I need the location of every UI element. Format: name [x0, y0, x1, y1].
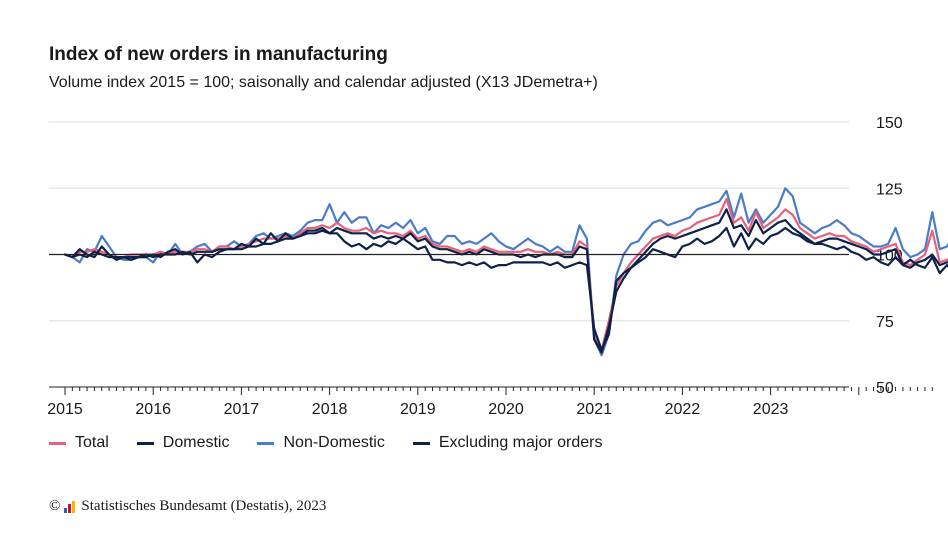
series-lines	[63, 187, 948, 357]
source-text: Statistisches Bundesamt (Destatis), 2023	[81, 498, 327, 514]
legend-swatch-total	[49, 441, 66, 445]
legend: Total Domestic Non-Domestic Excluding ma…	[49, 434, 630, 452]
x-tick-label: 2016	[135, 401, 171, 418]
y-tick-label: 125	[876, 181, 903, 198]
legend-label-excluding-major-orders: Excluding major orders	[438, 434, 603, 451]
legend-item-domestic: Domestic	[136, 434, 230, 452]
x-tick-label: 2022	[665, 401, 701, 418]
y-tick-label: 75	[876, 314, 894, 331]
x-tick-label: 2023	[753, 401, 789, 418]
x-tick-label: 2019	[400, 401, 436, 418]
legend-label-non-domestic: Non-Domestic	[283, 434, 385, 451]
source-footer: © Statistisches Bundesamt (Destatis), 20…	[49, 498, 326, 515]
legend-label-total: Total	[75, 434, 109, 451]
legend-swatch-non-domestic	[257, 441, 275, 445]
series-line-non-domestic	[63, 187, 948, 357]
series-line-total	[63, 197, 948, 351]
legend-swatch-domestic	[136, 441, 154, 445]
chart-subtitle: Volume index 2015 = 100; saisonally and …	[49, 74, 598, 91]
legend-item-excluding-major-orders: Excluding major orders	[412, 434, 603, 452]
x-axis: 2015 2016 2017 2018 2019 2020 2021 2022 2023	[47, 386, 933, 418]
x-tick-label: 2018	[312, 401, 348, 418]
series-line-domestic	[63, 208, 948, 354]
x-tick-label: 2015	[47, 401, 83, 418]
y-tick-label: 150	[876, 115, 903, 132]
x-tick-label: 2020	[488, 401, 524, 418]
y-tick-label: 50	[876, 380, 894, 397]
legend-swatch-excluding-major-orders	[412, 441, 430, 445]
legend-item-total: Total	[49, 434, 109, 452]
legend-label-domestic: Domestic	[162, 434, 230, 451]
x-tick-label: 2021	[576, 401, 612, 418]
destatis-logo-icon	[64, 500, 76, 513]
line-chart: 2015 2016 2017 2018 2019 2020 2021 2022 2023 150…	[47, 115, 948, 418]
x-tick-label: 2017	[224, 401, 260, 418]
gridlines	[49, 121, 849, 322]
chart-title: Index of new orders in manufacturing	[49, 44, 388, 65]
copyright-symbol: ©	[49, 498, 61, 514]
legend-item-non-domestic: Non-Domestic	[257, 434, 385, 452]
